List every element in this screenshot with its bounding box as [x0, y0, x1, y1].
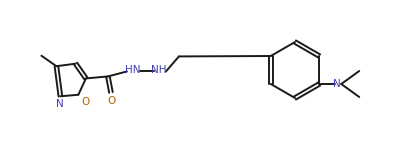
- Text: O: O: [81, 97, 89, 107]
- Text: N: N: [334, 79, 341, 89]
- Text: NH: NH: [151, 65, 167, 75]
- Text: O: O: [108, 96, 116, 106]
- Text: HN: HN: [125, 65, 141, 75]
- Text: N: N: [55, 99, 63, 109]
